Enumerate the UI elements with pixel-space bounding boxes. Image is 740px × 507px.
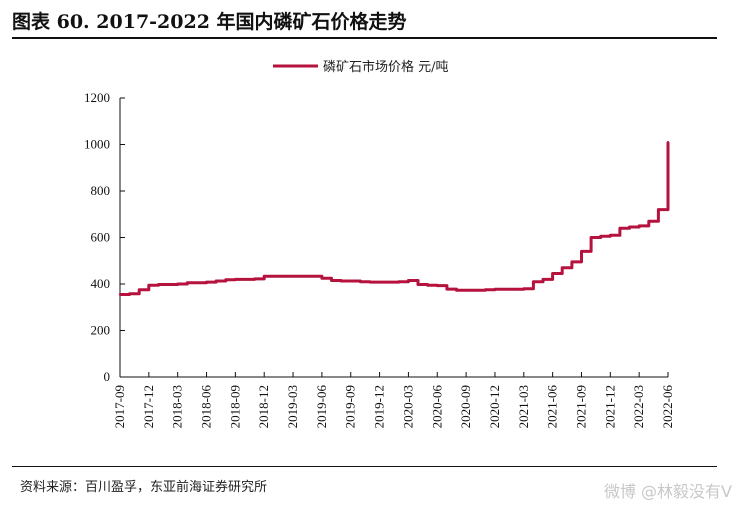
data-point (532, 280, 535, 283)
data-point (589, 236, 593, 239)
data-point (551, 272, 554, 275)
data-point (416, 283, 420, 286)
x-tick-label: 2017-09 (112, 385, 127, 428)
data-point (445, 287, 449, 291)
x-tick-label: 2018-03 (170, 385, 185, 428)
x-tick-label: 2020-12 (487, 385, 502, 428)
x-tick-label: 2018-12 (256, 385, 271, 428)
y-tick-label: 1000 (84, 137, 110, 152)
data-point (272, 275, 276, 278)
source-note: 资料来源：百川盈孚，东亚前海证券研究所 (20, 480, 268, 495)
data-point (637, 224, 641, 228)
data-point (580, 250, 583, 253)
y-tick-label: 600 (91, 230, 111, 245)
data-point (339, 279, 343, 283)
x-tick-label: 2020-03 (400, 385, 415, 428)
data-point (311, 275, 314, 278)
data-point (186, 281, 189, 285)
data-point (263, 275, 266, 278)
data-point (493, 288, 497, 291)
data-point (214, 279, 218, 283)
data-point (436, 284, 439, 287)
x-tick-label: 2021-03 (516, 385, 531, 428)
data-point (243, 278, 247, 281)
x-tick-label: 2022-06 (660, 385, 675, 429)
x-tick-label: 2019-09 (343, 385, 358, 428)
x-tick-label: 2020-06 (429, 385, 444, 429)
data-point (359, 280, 362, 283)
data-point (138, 288, 141, 292)
chart-legend: 磷矿石市场价格 元/吨 (273, 59, 449, 75)
data-point (570, 260, 574, 264)
data-point (253, 277, 256, 281)
data-point (349, 279, 352, 283)
x-tick-label: 2019-06 (314, 385, 329, 429)
price-line-chart: 磷矿石市场价格 元/吨 0 200 400 600 800 1000 1200 2017-0… (84, 59, 675, 428)
y-tick-label: 400 (91, 276, 111, 291)
footer-rule (12, 466, 717, 467)
data-point (522, 287, 525, 290)
data-point (387, 280, 391, 284)
data-point (512, 288, 516, 291)
data-point (195, 281, 199, 285)
data-point (378, 280, 381, 284)
data-point (561, 266, 564, 269)
y-tick-label: 0 (104, 369, 111, 384)
data-point (176, 282, 179, 286)
y-tick-label: 1200 (84, 90, 110, 105)
y-tick-label: 200 (91, 323, 111, 338)
series-layer (118, 140, 670, 296)
data-point (474, 289, 477, 292)
data-point (330, 279, 333, 282)
data-point (368, 280, 372, 284)
data-point (291, 275, 295, 278)
x-tick-label: 2021-06 (545, 385, 560, 429)
x-tick-label: 2019-12 (372, 385, 387, 428)
data-point (455, 289, 458, 292)
chart-axes (119, 98, 668, 378)
x-tick-label: 2022-03 (631, 385, 646, 428)
data-point (118, 293, 122, 296)
data-point (657, 208, 660, 211)
data-point (666, 140, 670, 144)
data-point (609, 233, 612, 237)
data-point (647, 220, 650, 223)
x-tick-label: 2017-12 (141, 385, 156, 428)
x-tick-label: 2018-09 (227, 385, 242, 428)
y-tick-label: 800 (91, 183, 111, 198)
title-rule (12, 37, 717, 39)
data-point (541, 278, 545, 281)
x-tick-label: 2021-12 (602, 385, 617, 428)
price-series-line (120, 142, 670, 296)
data-point (426, 283, 429, 287)
data-point (618, 227, 622, 230)
data-point (282, 275, 285, 278)
watermark: 微博 @林毅没有V (603, 482, 732, 501)
data-point (234, 278, 237, 281)
data-point (599, 235, 602, 238)
data-point (407, 279, 410, 282)
x-tick-label: 2021-09 (573, 385, 588, 428)
data-point (224, 278, 227, 282)
data-point (464, 289, 468, 292)
data-point (166, 283, 170, 286)
data-point (147, 283, 151, 287)
data-point (301, 275, 304, 278)
x-tick-label: 2020-09 (458, 385, 473, 428)
figure-title: 图表 60. 2017-2022 年国内磷矿石价格走势 (12, 11, 407, 33)
data-point (320, 276, 324, 280)
data-point (503, 288, 506, 291)
data-point (397, 280, 401, 283)
data-point (205, 280, 208, 284)
data-point (484, 288, 487, 292)
x-axis-ticks: 2017-09 2017-12 2018-03 2018-06 2018-09 2018-… (112, 372, 675, 428)
data-point (128, 292, 131, 295)
y-axis-ticks: 0 200 400 600 800 1000 1200 (84, 90, 125, 384)
data-point (628, 225, 631, 229)
legend-label: 磷矿石市场价格 元/吨 (323, 59, 449, 75)
data-point (157, 283, 160, 286)
x-tick-label: 2019-03 (285, 385, 300, 428)
x-tick-label: 2018-06 (199, 385, 214, 429)
